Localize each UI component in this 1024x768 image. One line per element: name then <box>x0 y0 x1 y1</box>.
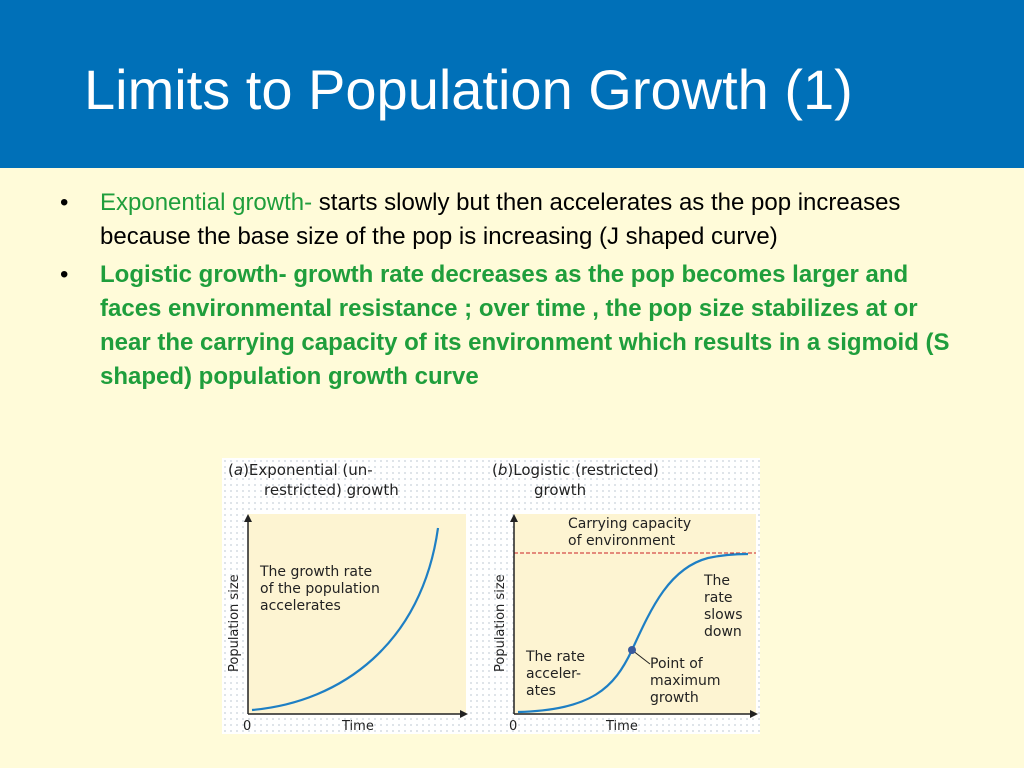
bullet-lead-term: Exponential growth- <box>100 189 313 216</box>
panel-b-title-line2: growth <box>534 481 586 499</box>
slows-label-line4: down <box>704 624 742 640</box>
panel-b-title-line1: (b)Logistic (restricted) <box>492 461 659 479</box>
bullet-list: • Exponential growth- starts slowly but … <box>60 186 960 394</box>
panel-a-plot-area <box>248 514 466 714</box>
panel-logistic: (b)Logistic (restricted) growth Carrying… <box>492 461 758 734</box>
slows-label-line2: rate <box>704 590 732 606</box>
slide-title: Limits to Population Growth (1) <box>84 58 853 121</box>
bullet-logistic: • Logistic growth- growth rate decreases… <box>60 258 960 394</box>
growth-curves-figure: (a)Exponential (un- restricted) growth T… <box>222 458 760 734</box>
bullet-marker: • <box>60 261 69 288</box>
panel-b-plot-area <box>514 514 756 714</box>
capacity-label-line2: of environment <box>568 533 676 549</box>
exponential-curve <box>251 527 440 712</box>
bullet-exponential: • Exponential growth- starts slowly but … <box>60 186 960 254</box>
capacity-label-line1: Carrying capacity <box>568 516 691 532</box>
accel-label-line2: acceler- <box>526 666 581 682</box>
max-growth-label-line1: Point of <box>650 656 704 672</box>
bullet-body: starts slowly but then accelerates as th… <box>100 189 901 250</box>
panel-b-x-label: Time <box>605 719 638 734</box>
slows-label-line1: The <box>703 573 730 589</box>
slows-label-line3: slows <box>704 607 743 623</box>
accel-label-line3: ates <box>526 683 556 699</box>
accel-label-line1: The rate <box>525 649 585 665</box>
panel-a-note-line1: The growth rate <box>259 564 372 580</box>
panel-a-title-line1: (a)Exponential (un- <box>228 461 373 479</box>
slide-header: Limits to Population Growth (1) <box>0 0 1024 168</box>
bullet-body: Logistic growth- growth rate decreases a… <box>100 261 950 390</box>
max-growth-label-line3: growth <box>650 690 699 706</box>
max-growth-label-line2: maximum <box>650 673 721 689</box>
panel-b-y-label: Population size <box>493 574 508 672</box>
panel-a-title-line2: restricted) growth <box>264 481 399 499</box>
logistic-curve <box>517 552 749 714</box>
panel-exponential: (a)Exponential (un- restricted) growth T… <box>227 461 468 734</box>
inflection-point-marker <box>628 646 636 654</box>
panel-a-y-label: Population size <box>227 574 242 672</box>
panel-a-note-line2: of the population <box>260 581 380 597</box>
panel-a-origin: 0 <box>243 719 251 734</box>
bullet-marker: • <box>60 189 69 216</box>
panel-a-x-label: Time <box>341 719 374 734</box>
growth-curves-svg: (a)Exponential (un- restricted) growth T… <box>227 461 758 734</box>
panel-b-origin: 0 <box>509 719 517 734</box>
panel-a-note-line3: accelerates <box>260 598 341 614</box>
